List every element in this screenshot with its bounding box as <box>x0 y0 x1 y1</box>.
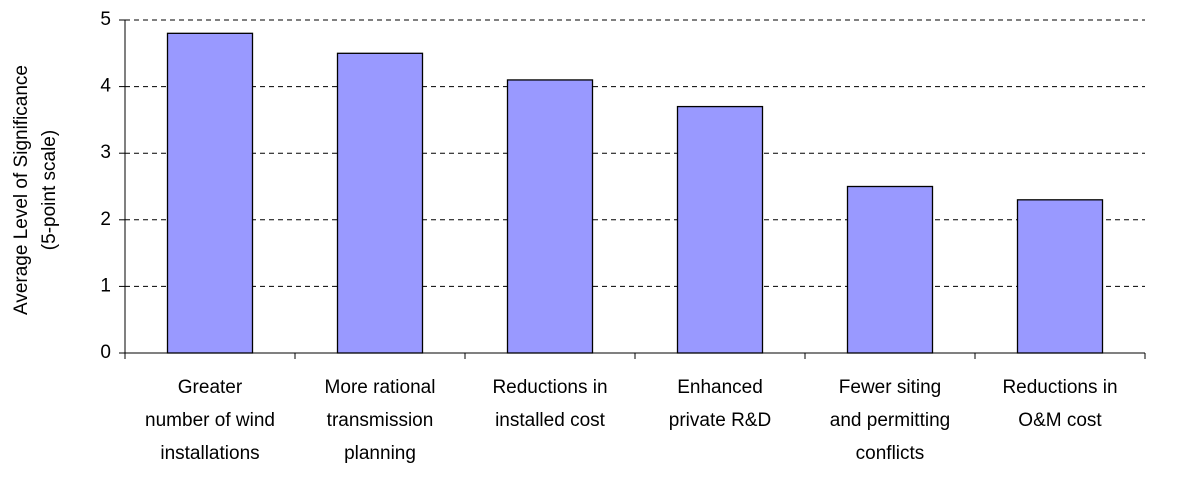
bar <box>166 32 254 354</box>
bar <box>1016 199 1104 354</box>
y-tick-label: 1 <box>100 275 111 296</box>
bar <box>336 52 424 354</box>
x-tick-label: Enhanced private R&D <box>669 377 771 431</box>
bar <box>676 105 764 354</box>
x-tick-label: Greater number of wind installations <box>145 377 275 464</box>
y-tick-label: 4 <box>100 76 111 97</box>
bar <box>846 185 934 354</box>
y-tick-label: 3 <box>100 142 111 163</box>
bar <box>506 79 594 354</box>
x-tick-label: More rational transmission planning <box>325 377 436 464</box>
y-axis-title: Average Level of Significance (5-point sc… <box>11 65 60 315</box>
y-tick-label: 5 <box>100 9 111 30</box>
x-tick-label: Reductions in O&M cost <box>1002 377 1117 431</box>
x-tick-label: Fewer siting and permitting conflicts <box>830 377 950 464</box>
x-tick-label: Reductions in installed cost <box>492 377 607 431</box>
y-tick-label: 0 <box>100 342 111 363</box>
y-tick-label: 2 <box>100 209 111 230</box>
